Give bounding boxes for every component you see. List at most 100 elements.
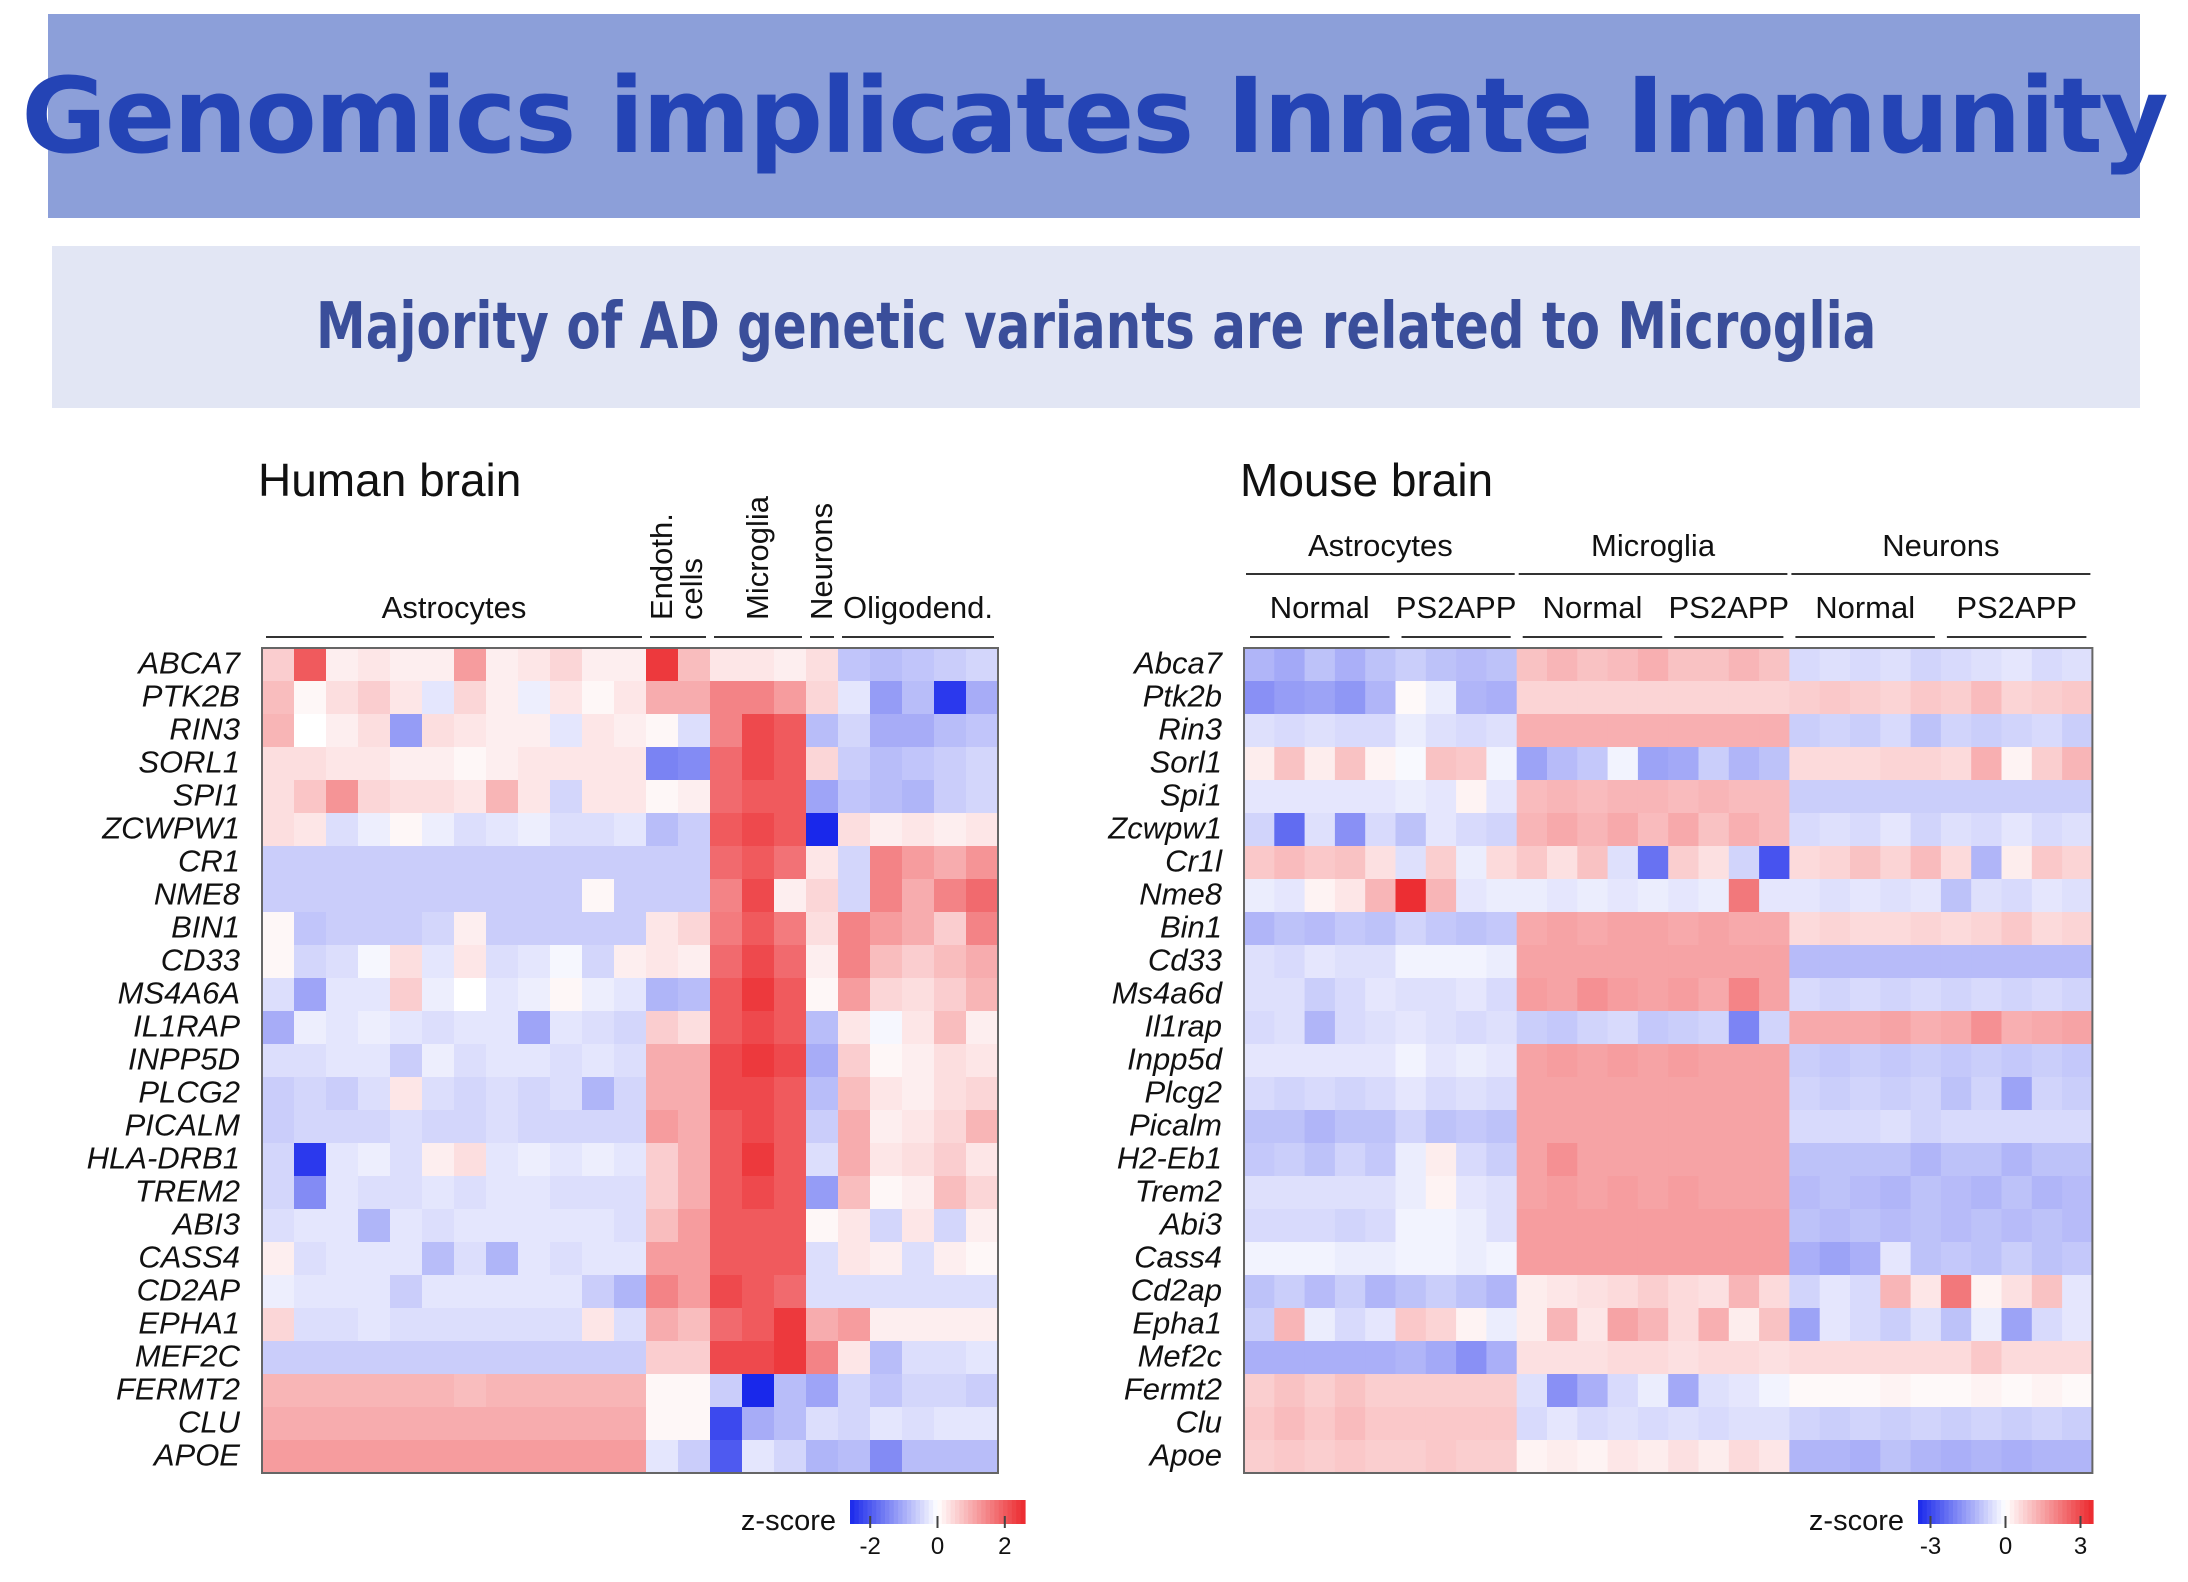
- mouse-cell: [1637, 1209, 1669, 1243]
- human-cell: [422, 1143, 455, 1177]
- mouse-cell: [1971, 1275, 2003, 1309]
- human-cell: [550, 1374, 583, 1408]
- human-cell: [934, 1308, 967, 1342]
- mouse-cell: [1577, 1011, 1609, 1045]
- mouse-cell: [1940, 1242, 1972, 1276]
- mouse-cell: [1668, 978, 1700, 1012]
- human-colorbar-swatch: [959, 1500, 965, 1524]
- human-cell: [326, 747, 359, 781]
- mouse-cell: [1819, 714, 1851, 748]
- mouse-cell: [2062, 1077, 2093, 1111]
- human-cell: [486, 846, 519, 880]
- human-cell: [358, 1044, 391, 1078]
- human-cell: [390, 1374, 423, 1408]
- mouse-cell: [1547, 681, 1578, 715]
- human-cell: [646, 747, 679, 781]
- mouse-cell: [1516, 714, 1548, 748]
- human-cell: [550, 1011, 583, 1045]
- human-cell: [646, 879, 679, 913]
- mouse-row-label: Zcwpw1: [1107, 811, 1222, 846]
- mouse-cell: [1516, 978, 1548, 1012]
- mouse-cell: [2001, 1275, 2033, 1309]
- mouse-cell: [2031, 1209, 2063, 1243]
- mouse-cell: [1759, 780, 1790, 814]
- human-cell: [614, 780, 647, 814]
- human-cell: [646, 1011, 679, 1045]
- mouse-cell: [1728, 1308, 1760, 1342]
- mouse-colorbar-swatch: [2062, 1500, 2068, 1524]
- mouse-cell: [1850, 1275, 1881, 1309]
- mouse-cell: [1789, 1011, 1821, 1045]
- human-cell: [358, 1308, 391, 1342]
- mouse-cell: [2001, 1374, 2033, 1408]
- mouse-cell: [1577, 846, 1609, 880]
- mouse-cell: [1244, 1077, 1275, 1111]
- mouse-cell: [1637, 1044, 1669, 1078]
- human-cell: [934, 648, 967, 682]
- human-cell: [934, 1209, 967, 1243]
- human-cell: [966, 1407, 999, 1441]
- human-cell: [582, 1407, 615, 1441]
- human-cell: [454, 978, 487, 1012]
- human-cell: [454, 681, 487, 715]
- human-cell: [742, 1176, 775, 1210]
- mouse-colorbar-swatch: [2088, 1500, 2094, 1524]
- human-cell: [390, 1143, 423, 1177]
- human-cell: [742, 945, 775, 979]
- mouse-cell: [1334, 681, 1366, 715]
- mouse-cell: [1456, 648, 1487, 682]
- human-cell: [742, 714, 775, 748]
- human-cell: [742, 1374, 775, 1408]
- mouse-cell: [2031, 1275, 2063, 1309]
- human-cell: [806, 714, 839, 748]
- mouse-cell: [1456, 1044, 1487, 1078]
- mouse-cell: [1880, 648, 1912, 682]
- human-cell: [582, 747, 615, 781]
- mouse-cell: [1516, 1308, 1548, 1342]
- mouse-cell: [1668, 1275, 1700, 1309]
- mouse-cell: [1244, 1341, 1275, 1375]
- human-cell: [294, 681, 327, 715]
- mouse-cell: [1244, 1242, 1275, 1276]
- human-cell: [774, 945, 807, 979]
- mouse-cell: [1395, 846, 1427, 880]
- human-cell: [326, 879, 359, 913]
- mouse-cell: [1244, 1110, 1275, 1144]
- mouse-cell: [1880, 747, 1912, 781]
- human-cell: [550, 813, 583, 847]
- human-group-label-line: Endoth.: [644, 513, 679, 620]
- mouse-cell: [1850, 1077, 1881, 1111]
- human-cell: [902, 978, 935, 1012]
- human-cell: [294, 1275, 327, 1309]
- mouse-cell: [1244, 846, 1275, 880]
- mouse-subgroup-label: Normal: [1815, 590, 1915, 625]
- human-cell: [870, 1440, 903, 1474]
- human-cell: [422, 747, 455, 781]
- human-cell: [454, 1077, 487, 1111]
- human-cell: [390, 1440, 423, 1474]
- mouse-subgroup-label: PS2APP: [1668, 590, 1789, 625]
- mouse-cell: [1759, 846, 1790, 880]
- human-cell: [646, 1308, 679, 1342]
- human-cell: [518, 945, 551, 979]
- mouse-cell: [1971, 1077, 2003, 1111]
- mouse-cell: [1334, 714, 1366, 748]
- human-cell: [294, 912, 327, 946]
- human-cell: [870, 1011, 903, 1045]
- human-cell: [678, 714, 711, 748]
- mouse-colorbar-swatch: [2031, 1500, 2037, 1524]
- mouse-heatmap-cells: [1243, 647, 2094, 1474]
- human-cell: [966, 780, 999, 814]
- mouse-cell: [1940, 1374, 1972, 1408]
- human-cell: [294, 780, 327, 814]
- mouse-cell: [1880, 1275, 1912, 1309]
- mouse-cell: [1789, 1077, 1821, 1111]
- mouse-cell: [2001, 1011, 2033, 1045]
- mouse-cell: [1940, 1275, 1972, 1309]
- mouse-cell: [1759, 912, 1790, 946]
- human-cell: [870, 1209, 903, 1243]
- human-cell: [582, 714, 615, 748]
- mouse-cell: [1304, 879, 1336, 913]
- human-cell: [422, 1209, 455, 1243]
- human-cell: [742, 846, 775, 880]
